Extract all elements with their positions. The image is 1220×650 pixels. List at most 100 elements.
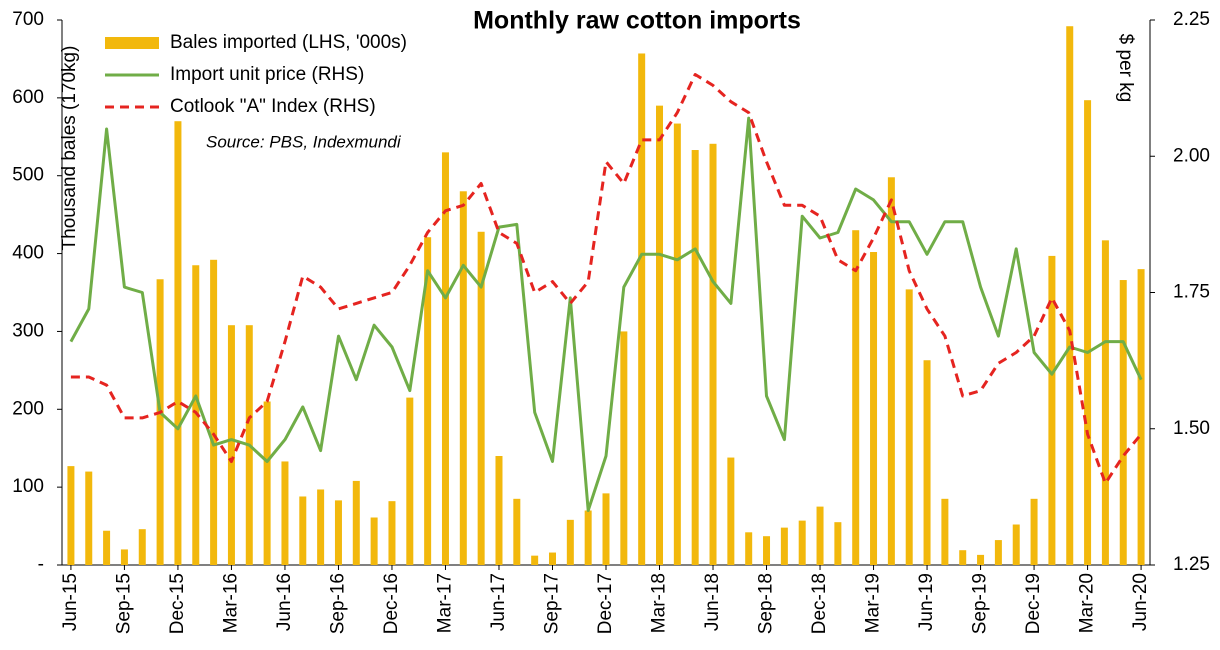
bar <box>1137 269 1145 565</box>
x-tick-label: Jun-17 <box>488 573 509 631</box>
bar <box>156 279 164 565</box>
legend-label: Cotlook "A" Index (RHS) <box>170 96 376 117</box>
y-tick-label: 400 <box>12 243 44 264</box>
legend-label: Import unit price (RHS) <box>170 64 364 85</box>
bar <box>85 471 93 565</box>
bar <box>210 259 218 565</box>
bar <box>441 152 449 565</box>
x-tick-label: Jun-16 <box>274 573 295 631</box>
bar <box>388 501 396 565</box>
bar <box>299 496 307 565</box>
bar <box>1048 255 1056 565</box>
line-series <box>69 116 1143 512</box>
bar <box>709 143 717 566</box>
bar <box>1119 280 1127 565</box>
y-tick-label: 100 <box>12 476 44 497</box>
x-tick-label: Mar-17 <box>434 573 455 633</box>
bar <box>941 498 949 565</box>
x-tick-label: Jun-19 <box>916 573 937 631</box>
bar <box>566 519 574 565</box>
y2-tick-label: 1.25 <box>1173 554 1210 575</box>
bar <box>120 549 128 565</box>
x-tick-label: Sep-15 <box>113 573 134 634</box>
x-tick-label: Dec-15 <box>167 573 188 634</box>
bar <box>1084 100 1092 565</box>
x-tick-label: Mar-19 <box>863 573 884 633</box>
bar <box>227 325 235 565</box>
bar <box>1066 26 1074 565</box>
bar <box>370 517 378 565</box>
bar <box>1101 240 1109 566</box>
bar <box>548 552 556 565</box>
bar <box>192 265 200 565</box>
bar <box>638 53 646 565</box>
y-tick-label: 300 <box>12 320 44 341</box>
legend-swatch <box>105 37 159 49</box>
x-tick-label: Jun-20 <box>1130 573 1151 631</box>
x-tick-label: Sep-18 <box>756 573 777 634</box>
x-tick-label: Mar-18 <box>649 573 670 633</box>
y-tick-label: 700 <box>12 9 44 30</box>
bar <box>317 489 325 565</box>
x-tick-label: Sep-19 <box>970 573 991 634</box>
bar <box>834 522 842 565</box>
line-series <box>70 73 1143 485</box>
x-tick-label: Mar-20 <box>1077 573 1098 633</box>
bar <box>602 493 610 565</box>
bar <box>495 456 503 565</box>
bar <box>138 529 146 565</box>
bar <box>923 360 931 565</box>
bar <box>459 191 467 566</box>
y-tick-label: 500 <box>12 165 44 186</box>
bar <box>887 177 895 565</box>
bar <box>673 123 681 566</box>
bar <box>994 540 1002 565</box>
bar <box>870 252 878 565</box>
bar <box>1030 498 1038 565</box>
bar <box>763 536 771 565</box>
y2-tick-label: 1.50 <box>1173 418 1210 439</box>
bar <box>513 498 521 565</box>
bar <box>905 289 913 565</box>
x-tick-label: Sep-17 <box>542 573 563 634</box>
y-tick-label: 200 <box>12 398 44 419</box>
x-tick-label: Jun-18 <box>702 573 723 631</box>
y-axis-label: Thousand bales (170kg) <box>59 46 80 251</box>
bar <box>424 237 432 565</box>
bar <box>1012 524 1020 565</box>
source-note: Source: PBS, Indexmundi <box>206 132 402 151</box>
y-tick-label: - <box>38 554 44 575</box>
legend-label: Bales imported (LHS, '000s) <box>170 32 407 53</box>
x-tick-label: Dec-18 <box>809 573 830 634</box>
bar <box>852 230 860 565</box>
bar <box>531 555 539 565</box>
bar <box>745 532 753 565</box>
bar <box>798 520 806 565</box>
y-tick-label: 600 <box>12 87 44 108</box>
bar <box>656 105 664 566</box>
bar <box>780 527 788 565</box>
x-tick-label: Mar-16 <box>220 573 241 633</box>
bar <box>334 500 342 565</box>
x-tick-label: Dec-19 <box>1023 573 1044 634</box>
bar <box>352 480 360 565</box>
bar <box>977 554 985 565</box>
chart-title: Monthly raw cotton imports <box>473 7 801 35</box>
bar <box>477 231 485 565</box>
bar <box>406 397 414 565</box>
x-tick-label: Dec-16 <box>381 573 402 634</box>
y2-tick-label: 1.75 <box>1173 282 1210 303</box>
bar <box>103 530 111 565</box>
bar <box>816 506 824 565</box>
y2-tick-label: 2.00 <box>1173 145 1210 166</box>
bar <box>263 401 271 565</box>
x-tick-label: Sep-16 <box>327 573 348 634</box>
y2-tick-label: 2.25 <box>1173 9 1210 30</box>
bar <box>584 510 592 565</box>
bar <box>691 150 699 565</box>
x-tick-label: Jun-15 <box>60 573 81 631</box>
x-tick-label: Dec-17 <box>595 573 616 634</box>
bar <box>67 466 75 565</box>
bar <box>727 457 735 565</box>
